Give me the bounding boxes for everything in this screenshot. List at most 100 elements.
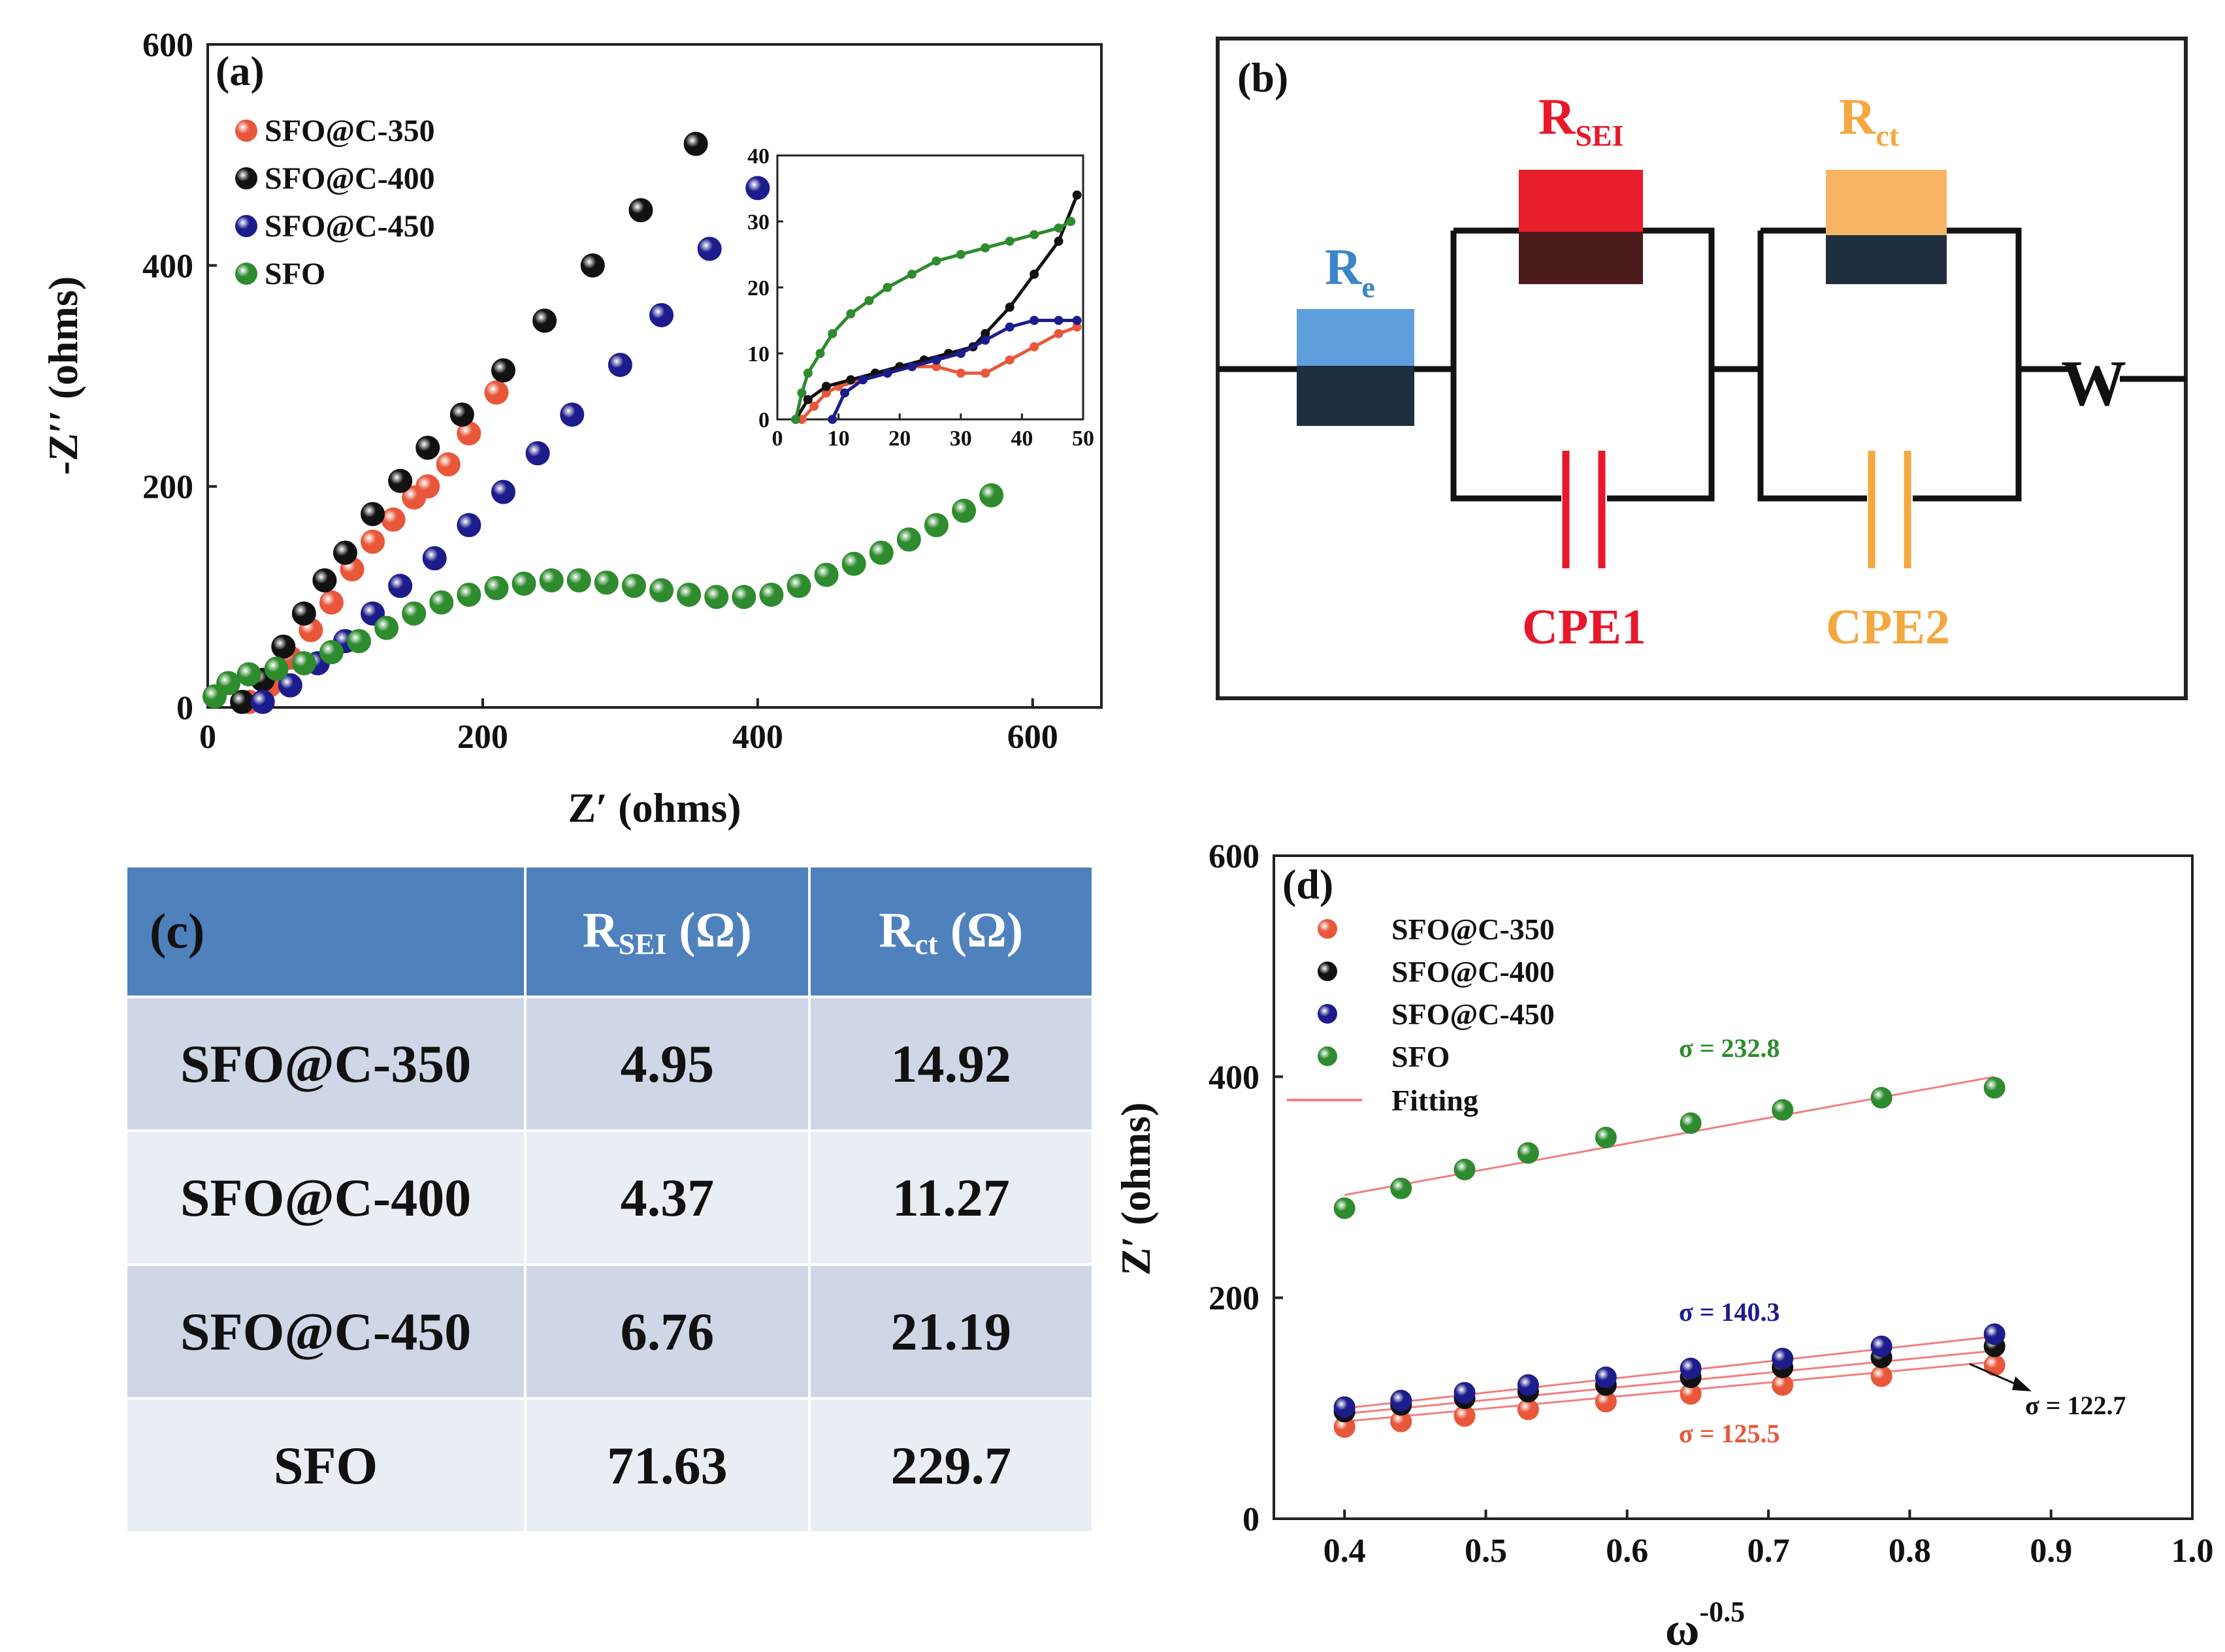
data-point-400 (580, 253, 605, 278)
legend-marker-400 (1318, 962, 1337, 981)
table-panel-label: (c) (127, 867, 527, 997)
data-point-450 (745, 176, 770, 201)
y-tick-label: 0 (1242, 1501, 1259, 1538)
data-point-sfo (814, 562, 839, 587)
data-point-sfo (759, 582, 784, 607)
data-point-sfo (732, 585, 756, 609)
data-point-400 (333, 540, 357, 565)
cell-rsei: 71.63 (525, 1399, 811, 1531)
cell-sample: SFO@C-450 (127, 1265, 527, 1399)
data-point-sfo (374, 615, 399, 640)
inset-point-sfo (864, 296, 874, 306)
cell-rct: 11.27 (809, 1131, 1095, 1265)
inset-point-450 (839, 388, 849, 398)
panel-label-a: (a) (216, 48, 265, 94)
sigma-label-400: σ = 122.7 (2025, 1391, 2126, 1420)
data-point-400 (271, 634, 296, 659)
inset-point-400 (1005, 302, 1015, 312)
data-point-sfo (1517, 1142, 1539, 1164)
legend-label-400: SFO@C-400 (265, 161, 435, 196)
data-point-sfo (841, 551, 866, 576)
data-point-400 (683, 131, 708, 156)
inset-x-tick-label: 10 (828, 427, 850, 451)
table-row: SFO@C-400 4.37 11.27 (127, 1131, 1095, 1265)
data-point-sfo (319, 640, 344, 664)
inset-point-450 (828, 415, 837, 424)
inset-y-tick-label: 40 (747, 144, 770, 169)
inset-point-sfo (1005, 236, 1015, 246)
impedance-table: (c) RSEI (Ω) Rct (Ω) SFO@C-350 4.95 14.9… (127, 867, 1095, 1531)
y-tick-label: 600 (142, 27, 193, 64)
data-point-sfo (621, 574, 646, 598)
cell-rsei: 4.95 (525, 997, 811, 1131)
legend-label-sfo: SFO (1391, 1040, 1450, 1073)
label-rct: Rct (1839, 88, 1900, 152)
data-point-450 (697, 236, 722, 261)
inset-point-sfo (797, 388, 807, 398)
data-point-450 (388, 574, 413, 598)
legend-label-450: SFO@C-450 (265, 209, 435, 244)
data-point-sfo (236, 662, 261, 687)
panel-label-b: (b) (1237, 54, 1288, 101)
inset-point-350 (981, 368, 990, 378)
data-point-sfo (594, 570, 619, 595)
legend-marker-sfo (1318, 1046, 1337, 1066)
inset-x-tick-label: 0 (772, 427, 783, 451)
label-cpe2: CPE2 (1826, 600, 1950, 655)
data-point-450 (1517, 1374, 1539, 1396)
inset-point-450 (1005, 322, 1015, 332)
data-point-sfo (457, 582, 481, 607)
data-point-450 (1772, 1348, 1794, 1370)
y-tick-label: 400 (142, 248, 193, 285)
inset-x-tick-label: 40 (1011, 427, 1033, 451)
data-point-400 (449, 402, 474, 427)
data-point-sfo (1390, 1177, 1412, 1199)
panel-label-d: (d) (1282, 861, 1333, 907)
inset-point-450 (1054, 316, 1064, 325)
inset-point-400 (1030, 269, 1039, 279)
inset-point-350 (932, 362, 941, 372)
warburg-plot-panel: (d) 0.4 0.5 0.6 0.7 0.8 0.9 1.0 0 200 400 600 SFO@… (1112, 838, 2214, 1652)
cell-sample: SFO@C-350 (127, 997, 527, 1131)
data-point-sfo (896, 527, 921, 552)
inset-point-sfo (932, 256, 941, 266)
legend-marker-400 (235, 167, 257, 189)
x-tick-label: 600 (1007, 719, 1058, 756)
x-tick-label: 400 (732, 719, 783, 756)
label-warburg: W (2061, 347, 2126, 419)
inset-y-tick-label: 30 (747, 210, 770, 235)
inset-point-400 (821, 381, 831, 391)
x-axis-title-d: ω-0.5 (1665, 1596, 1745, 1652)
inset-point-350 (1005, 355, 1015, 365)
x-tick-label: 0.5 (1465, 1532, 1507, 1570)
legend-marker-sfo (235, 263, 257, 285)
data-point-sfo (1454, 1158, 1476, 1180)
x-tick-label: 0.9 (2030, 1532, 2072, 1570)
data-point-sfo (869, 540, 894, 565)
sigma-label-sfo: σ = 232.8 (1679, 1033, 1780, 1063)
data-point-400 (532, 308, 557, 333)
data-point-450 (278, 673, 302, 698)
table-row: SFO@C-450 6.76 21.19 (127, 1265, 1095, 1399)
inset-point-400 (981, 329, 990, 338)
x-tick-label: 0.8 (1889, 1532, 1931, 1570)
inset-y-tick-label: 0 (758, 408, 770, 432)
data-point-450 (1870, 1335, 1892, 1357)
legend-label-fitting: Fitting (1391, 1084, 1478, 1117)
cell-rsei: 6.76 (525, 1265, 811, 1399)
data-point-sfo (1333, 1197, 1356, 1220)
label-rsei: RSEI (1538, 88, 1624, 152)
fit-line-450 (1344, 1335, 1995, 1410)
data-point-sfo (566, 568, 591, 592)
data-point-sfo (539, 568, 564, 592)
inset-point-sfo (907, 269, 917, 279)
data-point-sfo (347, 629, 372, 653)
data-point-sfo (1870, 1086, 1892, 1109)
y-axis-title-a: -Z′′ (ohms) (40, 276, 86, 475)
data-point-450 (1595, 1366, 1617, 1388)
data-point-450 (457, 513, 481, 538)
inset-frame (776, 154, 1084, 421)
data-point-400 (491, 358, 515, 383)
data-point-sfo (952, 498, 977, 523)
inset-point-350 (1030, 342, 1039, 351)
